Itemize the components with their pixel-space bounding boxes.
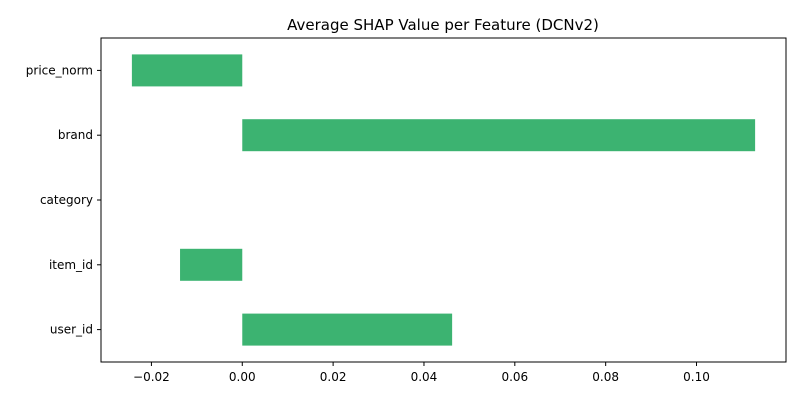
bar-user-id — [242, 313, 453, 346]
chart-title: Average SHAP Value per Feature (DCNv2) — [287, 16, 599, 34]
x-tick-label: 0.10 — [683, 370, 710, 384]
x-axis: −0.02 0.00 0.02 0.04 0.06 0.08 0.10 — [133, 362, 710, 384]
x-tick-label: 0.00 — [229, 370, 256, 384]
bar-item-id — [180, 248, 243, 281]
y-tick-label: price_norm — [26, 63, 93, 77]
y-tick-label: category — [40, 193, 93, 207]
x-tick-label: −0.02 — [133, 370, 170, 384]
x-tick-label: 0.04 — [411, 370, 438, 384]
x-tick-label: 0.06 — [501, 370, 528, 384]
x-tick-label: 0.08 — [592, 370, 619, 384]
y-tick-label: brand — [58, 128, 93, 142]
y-tick-label: item_id — [49, 258, 93, 272]
bar-brand — [242, 119, 756, 152]
x-tick-label: 0.02 — [320, 370, 347, 384]
bar-price-norm — [131, 54, 243, 87]
y-tick-label: user_id — [50, 323, 93, 337]
bars-group — [131, 54, 756, 346]
plot-frame — [100, 37, 787, 363]
